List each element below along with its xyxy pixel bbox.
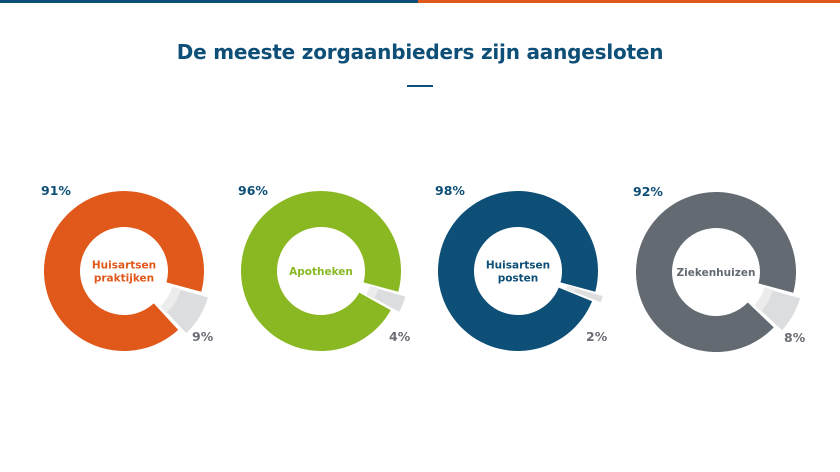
slice-not-connected-inner (366, 285, 379, 300)
not-connected-percent-label: 2% (586, 329, 608, 344)
slice-not-connected-inner (160, 286, 181, 314)
top-accent-bar-orange (418, 0, 840, 3)
center-label-line: posten (498, 273, 539, 285)
page-title: De meeste zorgaanbieders zijn aangeslote… (176, 40, 664, 64)
not-connected-percent-label: 9% (192, 329, 214, 344)
center-label-line: Huisartsen (486, 260, 550, 272)
center-label-line: Apotheken (289, 266, 353, 278)
top-accent-bar-blue (0, 0, 418, 3)
connected-percent-label: 92% (633, 184, 663, 199)
top-accent-bar (0, 0, 840, 3)
slice-not-connected-inner (565, 285, 576, 293)
slice-connected (437, 191, 598, 352)
slice-not-connected-inner (754, 287, 774, 312)
donut-ziekenhuizen: 92% 8% Ziekenhuizen (633, 184, 806, 353)
connected-percent-label: 91% (41, 183, 71, 198)
center-label-line: praktijken (94, 273, 154, 285)
center-label-line: Ziekenhuizen (677, 267, 756, 279)
slice-connected (241, 191, 401, 352)
title-underline (407, 85, 433, 87)
center-label-line: Huisartsen (92, 260, 156, 272)
donut-apotheken: 96% 4% Apotheken (238, 183, 411, 352)
connected-percent-label: 98% (435, 183, 465, 198)
slice-connected (44, 191, 204, 352)
connected-percent-label: 96% (238, 183, 268, 198)
slice-connected (636, 192, 796, 353)
not-connected-percent-label: 8% (784, 330, 806, 345)
not-connected-percent-label: 4% (389, 329, 411, 344)
